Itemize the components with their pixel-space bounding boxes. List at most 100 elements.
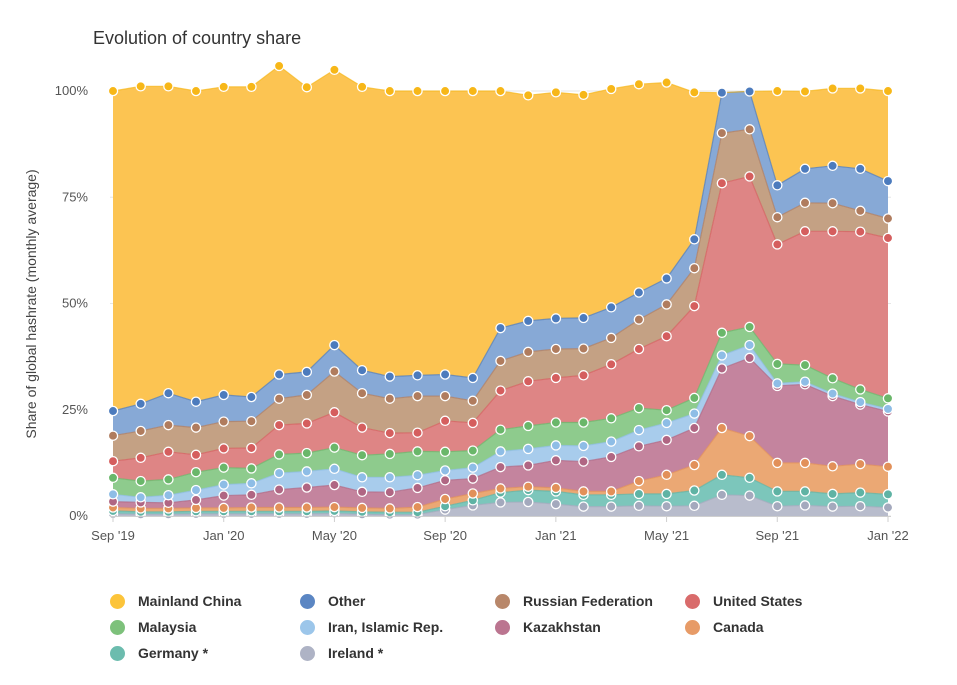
- point-canada[interactable]: [799, 457, 811, 469]
- point-ireland[interactable]: [744, 490, 755, 501]
- point-iran-islamic-rep[interactable]: [273, 467, 285, 479]
- point-canada[interactable]: [301, 502, 313, 513]
- point-other[interactable]: [467, 372, 479, 384]
- point-iran-islamic-rep[interactable]: [495, 446, 506, 457]
- point-united-states[interactable]: [412, 427, 423, 438]
- point-united-states[interactable]: [882, 232, 894, 244]
- point-united-states[interactable]: [329, 407, 340, 418]
- legend-item-germany[interactable]: Germany *: [110, 645, 208, 661]
- point-iran-islamic-rep[interactable]: [827, 388, 838, 399]
- point-kazakhstan[interactable]: [218, 490, 229, 501]
- point-united-states[interactable]: [522, 376, 534, 387]
- point-kazakhstan[interactable]: [661, 434, 672, 446]
- point-malaysia[interactable]: [190, 466, 202, 478]
- point-russian-federation[interactable]: [661, 299, 672, 310]
- point-malaysia[interactable]: [467, 445, 479, 456]
- point-iran-islamic-rep[interactable]: [356, 472, 368, 483]
- point-kazakhstan[interactable]: [412, 482, 423, 494]
- point-kazakhstan[interactable]: [246, 489, 257, 501]
- point-malaysia[interactable]: [882, 393, 894, 404]
- point-united-states[interactable]: [467, 417, 479, 429]
- point-other[interactable]: [744, 86, 755, 97]
- point-iran-islamic-rep[interactable]: [716, 350, 728, 361]
- point-united-states[interactable]: [578, 370, 589, 381]
- point-kazakhstan[interactable]: [716, 363, 728, 374]
- point-united-states[interactable]: [439, 415, 451, 427]
- point-russian-federation[interactable]: [495, 355, 506, 367]
- point-iran-islamic-rep[interactable]: [246, 478, 257, 489]
- point-other[interactable]: [689, 234, 700, 245]
- point-other[interactable]: [412, 370, 423, 381]
- point-united-states[interactable]: [689, 300, 700, 312]
- point-kazakhstan[interactable]: [467, 473, 479, 484]
- point-malaysia[interactable]: [578, 417, 589, 428]
- point-kazakhstan[interactable]: [689, 422, 700, 434]
- point-other[interactable]: [633, 287, 645, 298]
- point-malaysia[interactable]: [827, 373, 838, 384]
- point-united-states[interactable]: [384, 427, 396, 439]
- point-russian-federation[interactable]: [107, 430, 119, 441]
- point-kazakhstan[interactable]: [522, 460, 534, 471]
- point-united-states[interactable]: [605, 359, 617, 370]
- point-russian-federation[interactable]: [356, 387, 368, 399]
- point-iran-islamic-rep[interactable]: [689, 408, 700, 419]
- point-united-states[interactable]: [273, 419, 285, 431]
- point-mainland-china[interactable]: [246, 81, 257, 93]
- point-iran-islamic-rep[interactable]: [107, 489, 119, 500]
- point-malaysia[interactable]: [495, 424, 506, 435]
- point-mainland-china[interactable]: [218, 81, 229, 93]
- point-united-states[interactable]: [107, 455, 119, 467]
- point-ireland[interactable]: [605, 501, 617, 512]
- point-kazakhstan[interactable]: [273, 484, 285, 495]
- point-canada[interactable]: [246, 502, 257, 513]
- point-kazakhstan[interactable]: [578, 456, 589, 467]
- point-other[interactable]: [550, 313, 562, 324]
- point-germany[interactable]: [744, 472, 755, 484]
- point-canada[interactable]: [633, 475, 645, 487]
- point-mainland-china[interactable]: [190, 85, 202, 97]
- point-other[interactable]: [827, 160, 838, 172]
- point-malaysia[interactable]: [439, 446, 451, 458]
- point-russian-federation[interactable]: [163, 419, 174, 431]
- point-iran-islamic-rep[interactable]: [301, 466, 313, 477]
- point-russian-federation[interactable]: [605, 332, 617, 344]
- point-canada[interactable]: [661, 469, 672, 481]
- point-mainland-china[interactable]: [135, 81, 146, 92]
- point-canada[interactable]: [467, 488, 479, 499]
- point-malaysia[interactable]: [301, 447, 313, 459]
- point-mainland-china[interactable]: [412, 85, 423, 97]
- point-other[interactable]: [273, 369, 285, 380]
- point-iran-islamic-rep[interactable]: [855, 396, 866, 408]
- point-ireland[interactable]: [882, 502, 894, 513]
- point-united-states[interactable]: [356, 422, 368, 433]
- point-mainland-china[interactable]: [522, 90, 534, 101]
- point-germany[interactable]: [716, 469, 728, 481]
- point-malaysia[interactable]: [772, 358, 783, 370]
- point-mainland-china[interactable]: [329, 64, 340, 76]
- point-iran-islamic-rep[interactable]: [550, 440, 562, 451]
- point-mainland-china[interactable]: [439, 85, 451, 97]
- point-germany[interactable]: [661, 488, 672, 500]
- point-russian-federation[interactable]: [384, 393, 396, 404]
- point-malaysia[interactable]: [522, 420, 534, 432]
- point-ireland[interactable]: [661, 500, 672, 512]
- point-iran-islamic-rep[interactable]: [190, 484, 202, 496]
- point-russian-federation[interactable]: [689, 262, 700, 274]
- legend-item-mainland-china[interactable]: Mainland China: [110, 593, 241, 609]
- point-russian-federation[interactable]: [273, 393, 285, 404]
- point-malaysia[interactable]: [412, 446, 423, 457]
- point-other[interactable]: [246, 391, 257, 403]
- point-iran-islamic-rep[interactable]: [633, 424, 645, 436]
- point-united-states[interactable]: [661, 330, 672, 342]
- legend-item-other[interactable]: Other: [300, 593, 365, 609]
- legend-item-canada[interactable]: Canada: [685, 619, 764, 635]
- point-ireland[interactable]: [578, 501, 589, 512]
- point-other[interactable]: [716, 87, 728, 98]
- point-united-states[interactable]: [163, 446, 174, 458]
- point-mainland-china[interactable]: [689, 87, 700, 98]
- point-canada[interactable]: [689, 459, 700, 471]
- point-other[interactable]: [772, 180, 783, 191]
- point-kazakhstan[interactable]: [301, 482, 313, 493]
- point-iran-islamic-rep[interactable]: [522, 443, 534, 455]
- point-mainland-china[interactable]: [633, 78, 645, 90]
